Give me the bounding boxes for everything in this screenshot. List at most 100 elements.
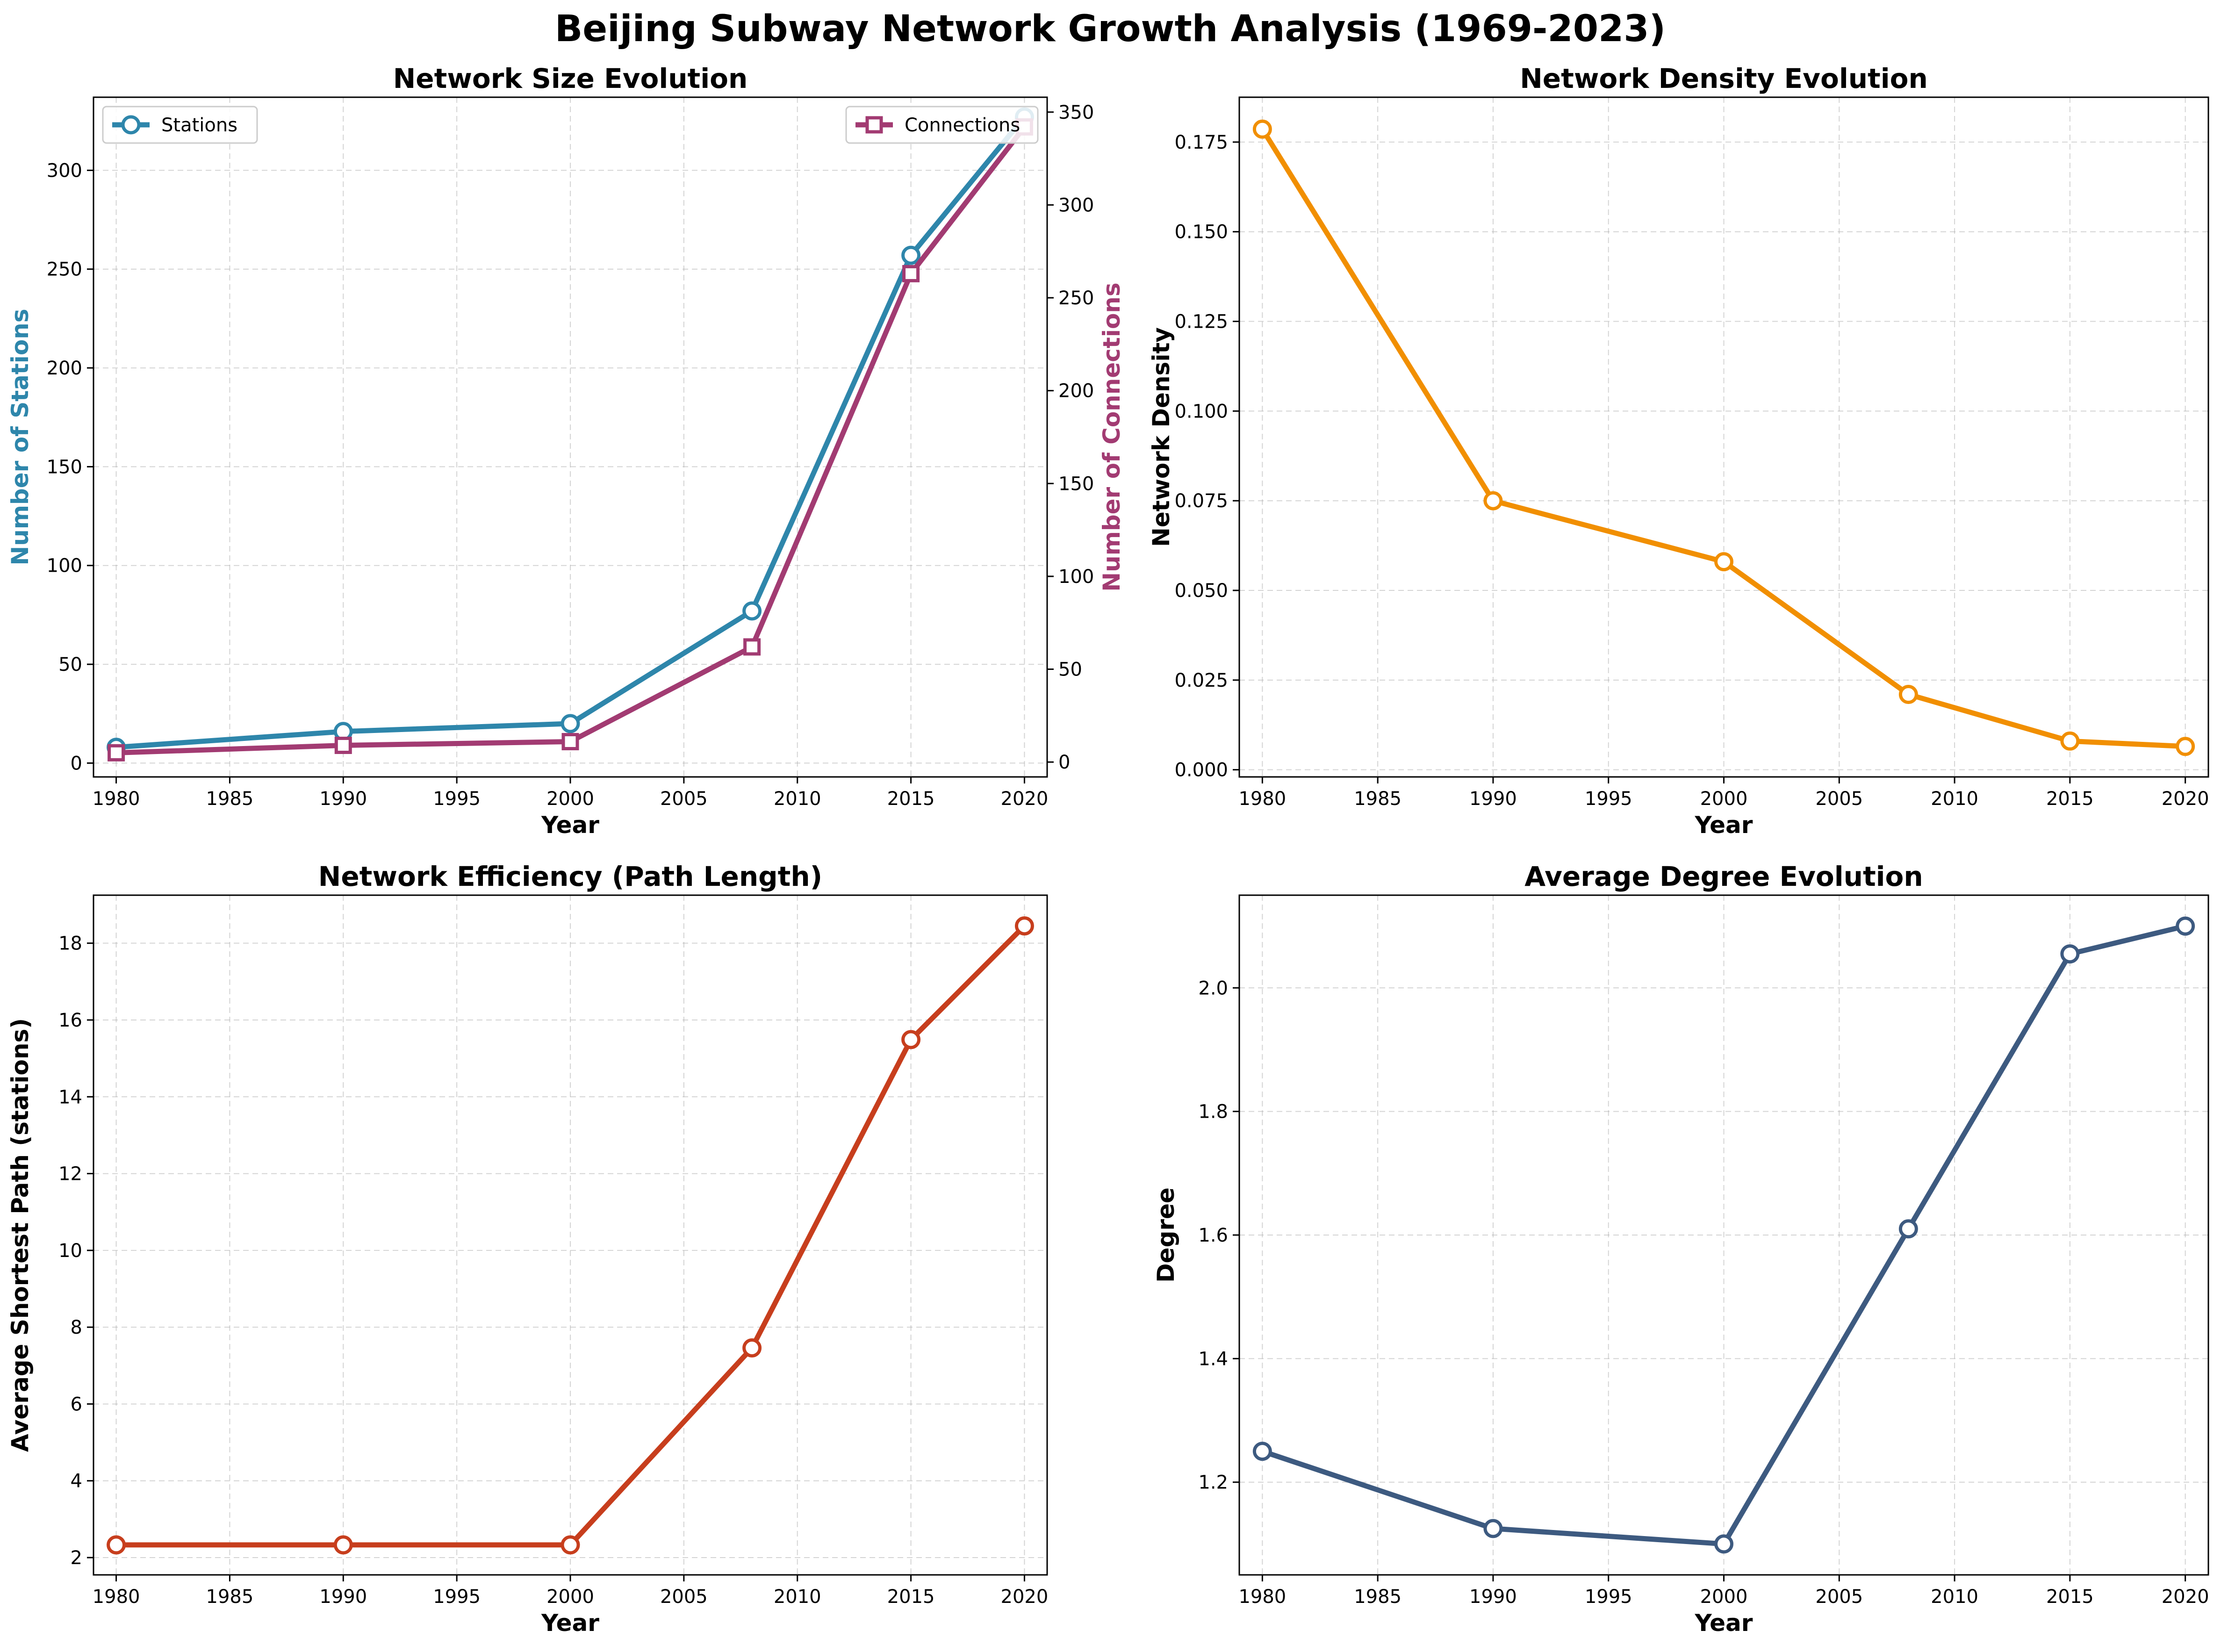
x-tick-label: 1990	[1469, 1586, 1517, 1608]
y-axis-label: Network Density	[1148, 327, 1175, 547]
data-point	[1014, 916, 1034, 936]
y-tick-label: 0.025	[1174, 670, 1228, 691]
panel-title: Average Degree Evolution	[1524, 861, 1923, 892]
x-tick-label: 1985	[1354, 788, 1402, 810]
x-tick-label: 2000	[1700, 788, 1748, 810]
y-axis-right-label: Number of Connections	[1098, 282, 1125, 591]
y-right-tick-label: 350	[1058, 102, 1094, 123]
y-tick-label: 14	[58, 1086, 82, 1108]
y-axis-label: Degree	[1152, 1187, 1179, 1283]
data-point	[742, 1338, 762, 1358]
series-line	[114, 114, 1027, 750]
y-axis-label: Average Shortest Path (stations)	[7, 1018, 34, 1452]
series-line	[1259, 923, 2188, 1547]
x-tick-label: 1980	[1238, 788, 1286, 810]
legend-label: Connections	[905, 115, 1020, 136]
data-point	[743, 638, 761, 656]
x-axis-label: Year	[1695, 812, 1753, 839]
x-tick-label: 1985	[206, 788, 254, 810]
x-tick-label: 2005	[1815, 1586, 1863, 1608]
x-tick-label: 1980	[93, 788, 140, 810]
y-tick-label: 300	[47, 160, 82, 181]
x-tick-label: 2010	[1931, 1586, 1978, 1608]
x-axis-label: Year	[541, 812, 599, 839]
x-tick-label: 2000	[1700, 1586, 1748, 1608]
y-tick-label: 0.000	[1174, 760, 1228, 781]
data-point	[561, 714, 580, 733]
data-point	[1483, 1519, 1503, 1538]
x-tick-label: 1995	[433, 1586, 481, 1608]
panel-network-density: Network Density Evolution Year Network D…	[1148, 63, 2209, 839]
x-tick-label: 2020	[2162, 788, 2209, 810]
y-right-tick-label: 50	[1058, 659, 1082, 681]
x-tick-label: 2020	[2162, 1586, 2209, 1608]
data-point	[561, 733, 579, 751]
x-tick-label: 1990	[319, 788, 367, 810]
x-tick-label: 2020	[1001, 788, 1049, 810]
legend-marker	[121, 115, 141, 135]
data-point	[1252, 1442, 1272, 1461]
data-point	[1898, 1219, 1918, 1239]
y-tick-label: 0.075	[1174, 490, 1228, 512]
x-tick-label: 2015	[2046, 1586, 2094, 1608]
x-tick-label: 2010	[1931, 788, 1978, 810]
data-point	[1714, 1534, 1733, 1554]
x-tick-label: 1980	[93, 1586, 140, 1608]
x-tick-label: 2000	[546, 788, 594, 810]
y-tick-label: 0.150	[1174, 222, 1228, 243]
y-tick-label: 50	[58, 654, 82, 675]
x-tick-label: 2005	[1815, 788, 1863, 810]
panel-average-degree: Average Degree Evolution Year Degree 198…	[1152, 861, 2209, 1637]
data-point	[561, 1535, 580, 1555]
x-tick-label: 1995	[433, 788, 481, 810]
data-point	[1252, 119, 1272, 139]
y-tick-label: 0.050	[1174, 580, 1228, 602]
series-line	[1259, 126, 2188, 749]
x-axis-label: Year	[1695, 1609, 1753, 1637]
data-point	[108, 744, 125, 761]
x-tick-label: 1985	[206, 1586, 254, 1608]
y-tick-label: 0	[71, 753, 82, 774]
x-tick-label: 1985	[1354, 1586, 1402, 1608]
y-tick-label: 2	[71, 1547, 82, 1569]
data-point	[1898, 685, 1918, 704]
y-right-tick-label: 200	[1058, 381, 1094, 402]
y-tick-label: 250	[47, 259, 82, 280]
y-tick-label: 1.2	[1198, 1472, 1228, 1494]
data-point	[2060, 944, 2080, 964]
y-tick-label: 1.8	[1198, 1101, 1228, 1123]
x-tick-label: 1995	[1585, 1586, 1632, 1608]
data-point	[1714, 552, 1733, 572]
y-tick-label: 8	[71, 1317, 82, 1338]
y-tick-label: 1.4	[1198, 1348, 1228, 1370]
panel-title: Network Density Evolution	[1520, 63, 1928, 94]
y-tick-label: 1.6	[1198, 1225, 1228, 1246]
y-tick-label: 0.100	[1174, 401, 1228, 422]
legend-marker	[865, 116, 883, 134]
x-tick-label: 2015	[887, 1586, 935, 1608]
y-tick-label: 6	[71, 1393, 82, 1415]
legend-box	[102, 106, 258, 144]
y-tick-label: 100	[47, 555, 82, 577]
panel-network-size: Network Size Evolution Year Number of St…	[7, 63, 1125, 839]
data-point	[333, 1535, 353, 1555]
data-point	[901, 1030, 921, 1049]
y-tick-label: 10	[58, 1240, 82, 1262]
series-line	[114, 124, 1027, 755]
x-tick-label: 2005	[660, 788, 708, 810]
data-point	[107, 1535, 126, 1555]
data-point	[902, 265, 920, 282]
y-tick-label: 4	[71, 1471, 82, 1492]
y-tick-label: 2.0	[1198, 977, 1228, 999]
data-point	[2176, 737, 2195, 756]
x-tick-label: 2010	[774, 788, 821, 810]
x-tick-label: 2020	[1001, 1586, 1049, 1608]
y-right-tick-label: 250	[1058, 287, 1094, 309]
legend-label: Stations	[161, 115, 237, 136]
figure-title: Beijing Subway Network Growth Analysis (…	[555, 8, 1666, 50]
y-right-tick-label: 0	[1058, 752, 1070, 773]
x-axis-label: Year	[541, 1609, 599, 1637]
panel-title: Network Efficiency (Path Length)	[318, 861, 822, 892]
